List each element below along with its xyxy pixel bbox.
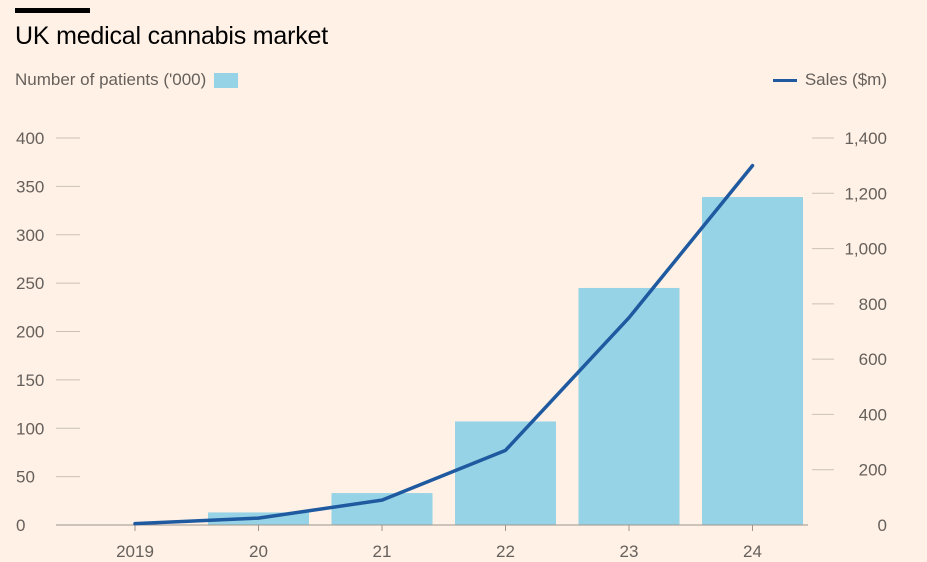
line-sales <box>133 163 755 526</box>
x-axis-tick-label: 20 <box>249 542 268 561</box>
right-axis-tick-label: 0 <box>878 516 887 535</box>
bar-patients <box>702 197 803 525</box>
legend-bars-label: Number of patients ('000) <box>15 70 207 89</box>
x-axis-tick-label: 22 <box>496 542 515 561</box>
left-axis-tick-label: 350 <box>16 177 44 196</box>
bar-patients <box>455 421 556 525</box>
legend-line-swatch <box>772 78 797 82</box>
right-axis-tick-label: 400 <box>859 405 887 424</box>
right-axis-tick-label: 1,200 <box>844 184 887 203</box>
bar-patients <box>331 493 433 525</box>
right-axis-tick-label: 1,400 <box>844 129 887 148</box>
left-axis-tick-label: 250 <box>16 274 44 293</box>
title-accent-bar <box>15 8 90 13</box>
left-axis-tick-label: 100 <box>16 419 44 438</box>
left-axis-tick-label: 400 <box>16 129 44 148</box>
x-axis-tick-label: 24 <box>743 542 762 561</box>
right-axis-tick-label: 800 <box>859 295 887 314</box>
x-axis-tick-label: 23 <box>620 542 639 561</box>
left-axis-tick-label: 300 <box>16 226 44 245</box>
right-axis-tick-label: 600 <box>859 350 887 369</box>
x-axis-tick-label: 21 <box>373 542 392 561</box>
bar-patients <box>578 287 680 525</box>
left-axis-tick-label: 200 <box>16 323 44 342</box>
x-axis-tick-label: 2019 <box>116 542 154 561</box>
legend-line-label: Sales ($m) <box>804 70 887 89</box>
chart-title: UK medical cannabis market <box>15 22 328 50</box>
legend-bars-swatch <box>214 72 239 88</box>
right-axis-tick-label: 200 <box>859 461 887 480</box>
left-axis-tick-label: 0 <box>16 516 25 535</box>
legend-bars: Number of patients ('000) <box>15 70 239 90</box>
right-axis-tick-label: 1,000 <box>844 240 887 259</box>
left-axis-tick-label: 150 <box>16 371 44 390</box>
legend-line: Sales ($m) <box>772 70 887 90</box>
left-axis-tick-label: 50 <box>16 468 35 487</box>
